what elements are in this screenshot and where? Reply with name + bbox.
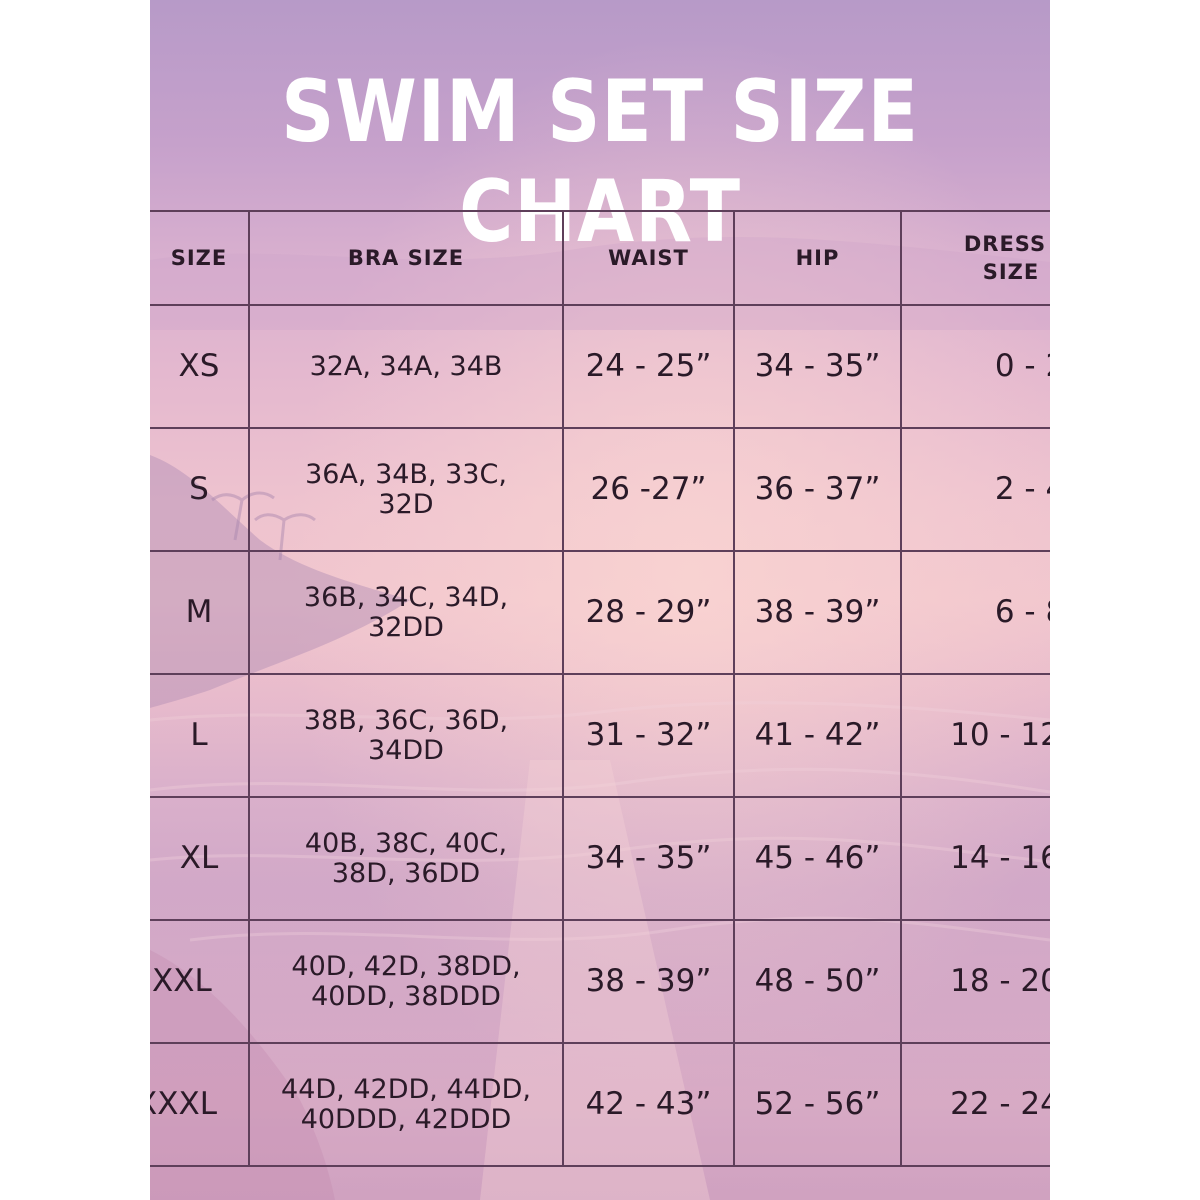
size-value: XL [150,796,250,921]
table-row: XS 32A, 34A, 34B 24 - 25” 34 - 35” 0 - 2 [150,304,1050,429]
bra-size-value: 40B, 38C, 40C, 38D, 36DD [248,796,564,921]
size-value: XXL [150,919,250,1044]
header-size: SIZE [150,210,250,306]
dress-size-value: 18 - 20 [900,919,1050,1044]
bra-size-value: 36B, 34C, 34D, 32DD [248,550,564,675]
waist-value: 38 - 39” [562,919,735,1044]
hip-value: 38 - 39” [733,550,902,675]
hip-value: 45 - 46” [733,796,902,921]
table-row: L 38B, 36C, 36D, 34DD 31 - 32” 41 - 42” 1… [150,673,1050,798]
bra-size-value: 38B, 36C, 36D, 34DD [248,673,564,798]
waist-value: 42 - 43” [562,1042,735,1167]
chart-panel: SWIM SET SIZE CHART SIZE BRA SIZE WAIST … [150,0,1050,1200]
size-value: L [150,673,250,798]
bra-line1: 40B, 38C, 40C, [304,827,508,859]
header-dress-size: DRESS SIZE [900,210,1050,306]
hip-value: 36 - 37” [733,427,902,552]
dress-size-value: 2 - 4 [900,427,1050,552]
table-row: S 36A, 34B, 33C, 32D 26 -27” 36 - 37” 2 -… [150,427,1050,552]
bra-line1: 36A, 34B, 33C, [305,458,507,490]
bra-line1: 44D, 42DD, 44DD, [281,1073,531,1105]
bra-line1: 40D, 42D, 38DD, [291,950,521,982]
size-table: SIZE BRA SIZE WAIST HIP DRESS SIZE XS 32A… [150,210,1050,1167]
bra-size-value: 36A, 34B, 33C, 32D [248,427,564,552]
size-value: S [150,427,250,552]
waist-value: 34 - 35” [562,796,735,921]
header-bra-size: BRA SIZE [248,210,564,306]
table-row: M 36B, 34C, 34D, 32DD 28 - 29” 38 - 39” 6… [150,550,1050,675]
waist-value: 31 - 32” [562,673,735,798]
bra-line1: 36B, 34C, 34D, [303,581,509,613]
bra-size-value: 32A, 34A, 34B [248,304,564,429]
table-row: XXXL 44D, 42DD, 44DD,40DDD, 42DDD 42 - 4… [150,1042,1050,1167]
waist-value: 26 -27” [562,427,735,552]
table-row: XXL 40D, 42D, 38DD, 40DD, 38DDD 38 - 39” … [150,919,1050,1044]
size-value: XXXL [150,1042,250,1167]
bra-line1: 38B, 36C, 36D, [303,704,509,736]
bra-line2: 40DD, 38DDD [311,980,501,1012]
dress-size-value: 14 - 16 [900,796,1050,921]
dress-size-value: 0 - 2 [900,304,1050,429]
header-dress-line2: SIZE [982,260,1040,284]
bra-line2: 40DDD, 42DDD [300,1103,512,1135]
table-header-row: SIZE BRA SIZE WAIST HIP DRESS SIZE [150,210,1050,306]
bra-line2: 38D, 36DD [331,857,481,889]
bra-line1: 32A, 34A, 34B [309,350,503,382]
header-hip: HIP [733,210,902,306]
dress-size-value: 22 - 24 [900,1042,1050,1167]
bra-line2: 34DD [368,734,444,766]
table-row: XL 40B, 38C, 40C, 38D, 36DD 34 - 35” 45 -… [150,796,1050,921]
bra-size-value: 40D, 42D, 38DD, 40DD, 38DDD [248,919,564,1044]
hip-value: 41 - 42” [733,673,902,798]
hip-value: 52 - 56” [733,1042,902,1167]
size-value: M [150,550,250,675]
waist-value: 24 - 25” [562,304,735,429]
bra-size-value: 44D, 42DD, 44DD, 40DDD, 42DDD [248,1042,564,1167]
header-dress-line1: DRESS [963,232,1047,256]
hip-value: 34 - 35” [733,304,902,429]
waist-value: 28 - 29” [562,550,735,675]
bra-line2: 32DD [368,611,444,643]
size-value: XS [150,304,250,429]
bra-line2: 32D [378,488,434,520]
header-waist: WAIST [562,210,735,306]
hip-value: 48 - 50” [733,919,902,1044]
dress-size-value: 10 - 12 [900,673,1050,798]
dress-size-value: 6 - 8 [900,550,1050,675]
